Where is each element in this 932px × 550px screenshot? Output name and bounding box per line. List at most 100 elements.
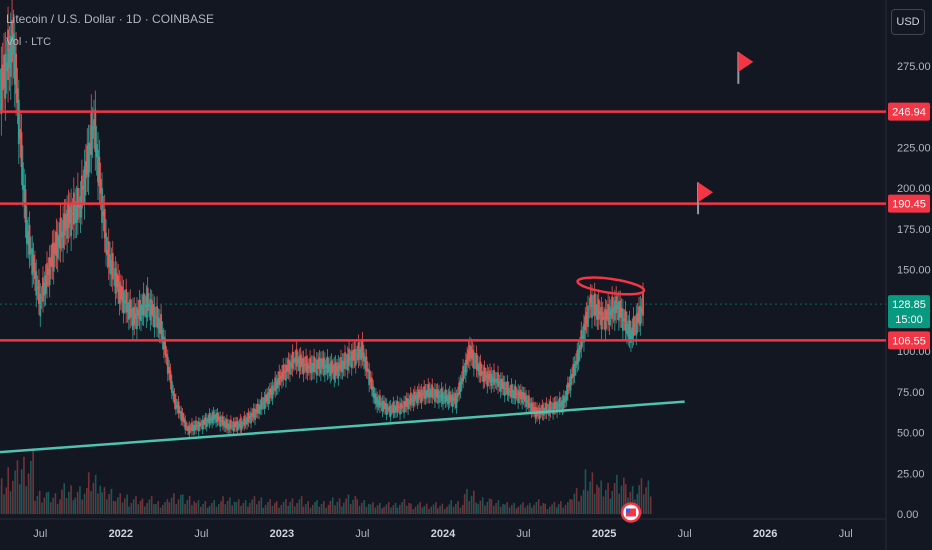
chart-title: Litecoin / U.S. Dollar · 1D · COINBASE — [6, 12, 215, 26]
candle-body — [145, 295, 148, 318]
candle-body — [201, 419, 204, 430]
candle-body — [227, 423, 230, 431]
volume-bar — [260, 497, 263, 515]
candle-body — [514, 385, 517, 399]
candle-body — [21, 162, 24, 190]
volume-bar — [575, 488, 578, 515]
candle-body — [576, 350, 579, 365]
candle-body — [314, 365, 317, 367]
candle-body — [493, 370, 495, 386]
candle-body — [393, 405, 396, 413]
candle-body — [122, 290, 125, 313]
candle-body — [432, 393, 435, 395]
candle-body — [148, 303, 150, 307]
volume-bar — [437, 508, 439, 515]
candle-body — [213, 414, 216, 419]
candle-body — [379, 395, 381, 408]
candle-body — [3, 55, 5, 88]
candle-body — [399, 402, 401, 415]
candle-body — [166, 357, 169, 374]
candle-body — [23, 184, 26, 203]
y-tick-label: 150.00 — [897, 265, 931, 277]
candle-body — [446, 395, 448, 402]
candle-body — [243, 415, 246, 426]
volume-bar — [439, 505, 441, 515]
level-price-label: 246.94 — [892, 107, 926, 119]
volume-bar — [72, 500, 75, 515]
candle-body — [111, 253, 114, 280]
candle-body — [91, 126, 94, 139]
candle-body — [345, 361, 348, 363]
candle-body — [125, 289, 128, 313]
horizontal-levels[interactable] — [0, 110, 886, 342]
volume-bar — [607, 482, 609, 515]
highlight-ellipse — [576, 276, 646, 296]
candle-body — [400, 403, 403, 409]
volume-bar — [150, 496, 153, 515]
price-axis[interactable]: 275.00250.00225.00200.00175.00150.00125.… — [897, 61, 931, 521]
candle-body — [341, 360, 344, 373]
volume-bar — [367, 503, 370, 515]
candle-body — [271, 385, 274, 399]
volume-bar — [484, 505, 486, 515]
volume-bar — [211, 502, 213, 515]
candle-body — [546, 409, 549, 411]
candle-body — [217, 416, 220, 421]
volume-bar — [9, 491, 12, 515]
volume-bar — [470, 495, 473, 515]
candle-body — [191, 422, 193, 432]
volume-bar — [522, 502, 524, 515]
volume-bar — [432, 504, 435, 515]
currency-button[interactable]: USD — [891, 9, 925, 35]
candle-body — [607, 303, 610, 321]
price-tags: 246.94 190.45 106.55 128.85 15:00 — [0, 102, 930, 523]
candle-body — [178, 410, 181, 414]
volume-bar — [502, 503, 504, 515]
volume-bar — [307, 501, 309, 515]
candle-body — [126, 302, 129, 313]
volume-bar — [240, 505, 242, 515]
time-axis[interactable]: Jul 2022 Jul 2023 Jul 2024 Jul 2025 Jul 2026 Jul — [33, 528, 853, 540]
candle-body — [0, 68, 3, 115]
candle-body — [360, 346, 363, 361]
volume-bar — [117, 497, 119, 515]
candle-body — [352, 350, 354, 361]
candle-body — [627, 324, 630, 337]
candle-body — [420, 389, 423, 404]
volume-bar — [291, 498, 294, 515]
volume-bar — [161, 504, 164, 515]
volume-bar — [636, 493, 639, 515]
x-tick-label: 2022 — [109, 528, 133, 540]
candle-body — [642, 292, 644, 316]
candle-body — [177, 401, 180, 414]
candle-body — [462, 366, 465, 382]
candle-body — [286, 364, 289, 372]
candle-body — [636, 312, 639, 324]
trendline-group[interactable] — [0, 400, 685, 454]
volume-bar — [519, 504, 522, 515]
candle-body — [290, 362, 293, 368]
candle-body — [72, 192, 75, 225]
price-candles — [0, 0, 644, 439]
volume-bar — [414, 506, 417, 515]
annotations[interactable] — [576, 51, 754, 298]
volume-bar — [193, 501, 196, 515]
volume-bar — [7, 467, 10, 515]
candle-body — [141, 304, 144, 316]
volume-bar — [446, 506, 448, 515]
candle-body — [478, 363, 481, 376]
candle-body — [276, 378, 279, 389]
candle-body — [366, 368, 369, 372]
candle-body — [42, 277, 44, 302]
volume-bar — [387, 502, 390, 515]
candle-body — [153, 306, 156, 328]
candle-body — [12, 33, 15, 55]
candle-body — [195, 420, 197, 430]
candle-body — [452, 397, 455, 401]
candle-body — [620, 308, 623, 318]
volume-bar — [83, 493, 86, 515]
candle-body — [424, 390, 427, 399]
volume-bar — [5, 487, 8, 515]
candle-body — [184, 419, 187, 430]
